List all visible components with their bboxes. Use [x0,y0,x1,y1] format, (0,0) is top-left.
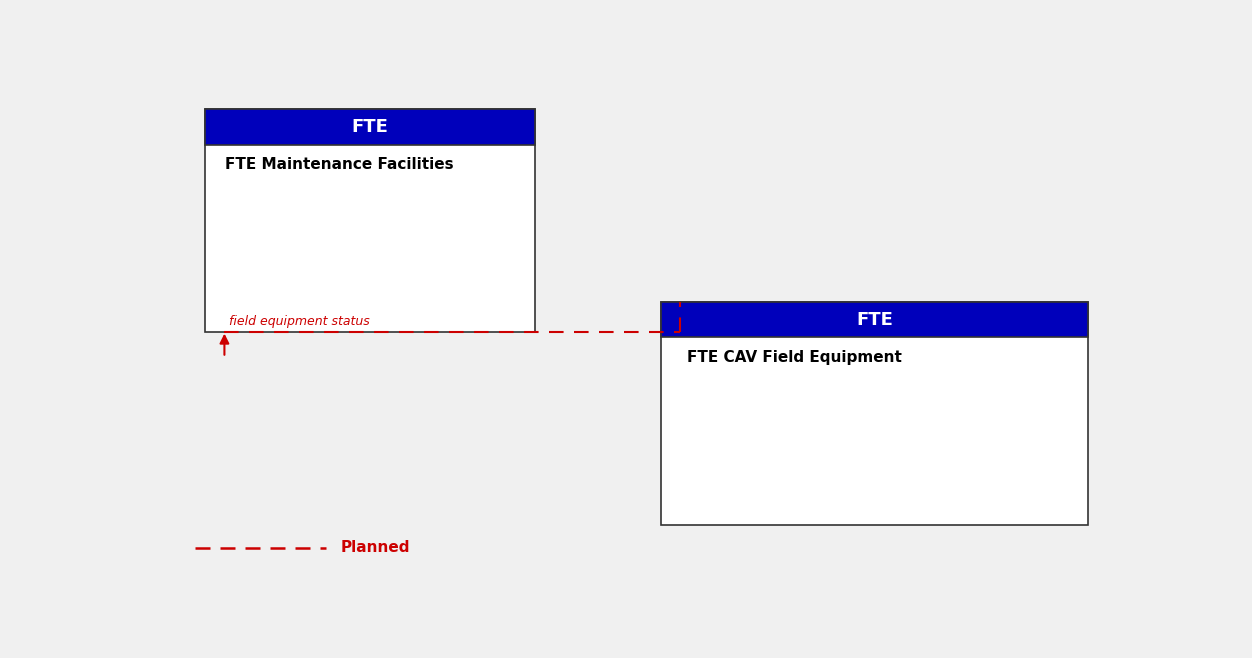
Bar [661,302,1088,338]
Text: FTE Maintenance Facilities: FTE Maintenance Facilities [225,157,453,172]
Text: Planned: Planned [341,540,411,555]
Text: FTE: FTE [352,118,388,136]
Text: FTE: FTE [856,311,893,328]
Bar [661,302,1088,525]
Bar [205,109,535,145]
Text: FTE CAV Field Equipment: FTE CAV Field Equipment [686,350,901,365]
Text: field equipment status: field equipment status [229,315,371,328]
Bar [205,109,535,332]
